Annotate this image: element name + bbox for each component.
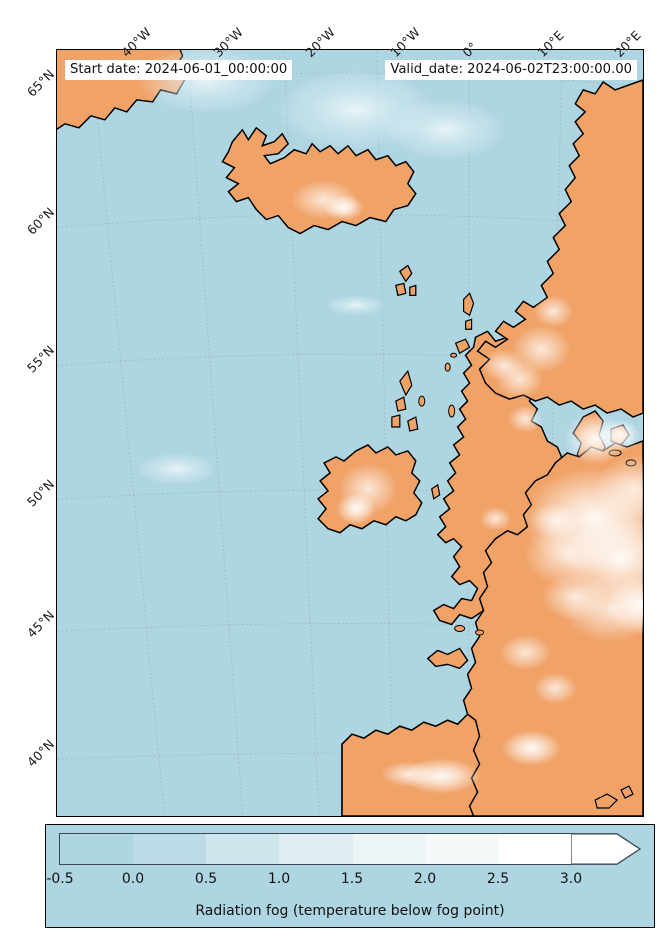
map-axes[interactable]: Start date: 2024-06-01_00:00:00 Valid_da… [56, 49, 644, 817]
lat-tick-65n: 65°N [23, 66, 58, 100]
colorbar-tick-0.5: 0.5 [194, 871, 218, 887]
colorbar-tick-0.0: 0.0 [121, 871, 145, 887]
colorbar-tick-1.0: 1.0 [267, 871, 291, 887]
land-balearics [594, 785, 634, 809]
colorbar-band-4 [352, 834, 426, 864]
colorbar-band-0 [60, 834, 134, 864]
lat-tick-55n: 55°N [23, 342, 58, 376]
colorbar-tick-3.0: 3.0 [559, 871, 583, 887]
colorbar-bands [59, 833, 572, 865]
land-hebrides [391, 369, 419, 432]
map-canvas [57, 50, 643, 816]
land-scandinavia [476, 79, 643, 418]
colorbar-panel: -0.5 0.0 0.5 1.0 1.5 2.0 2.5 3.0 Radiati… [45, 824, 655, 928]
colorbar-tick-2.0: 2.0 [413, 871, 437, 887]
colorbar-extend-arrow [571, 833, 641, 865]
lat-tick-60n: 60°N [23, 204, 58, 238]
colorbar[interactable]: -0.5 0.0 0.5 1.0 1.5 2.0 2.5 3.0 Radiati… [46, 833, 641, 919]
land-faroe [395, 264, 417, 297]
colorbar-band-6 [498, 834, 572, 864]
colorbar-band-1 [133, 834, 207, 864]
colorbar-tick--0.5: -0.5 [46, 871, 74, 887]
colorbar-band-5 [425, 834, 499, 864]
land-isle-of-man [431, 483, 441, 500]
valid-date-annotation: Valid_date: 2024-06-02T23:00:00.00 [385, 60, 637, 81]
land-brittany [426, 647, 469, 670]
land-orkney [454, 338, 471, 355]
lat-tick-50n: 50°N [23, 476, 58, 510]
land-shetland [463, 292, 475, 330]
start-date-annotation: Start date: 2024-06-01_00:00:00 [65, 60, 293, 81]
colorbar-band-2 [206, 834, 280, 864]
colorbar-title: Radiation fog (temperature below fog poi… [195, 903, 505, 919]
colorbar-tick-2.5: 2.5 [486, 871, 510, 887]
lat-tick-40n: 40°N [23, 736, 58, 770]
lat-tick-45n: 45°N [23, 607, 58, 641]
colorbar-band-3 [279, 834, 353, 864]
fog-field-overlay [136, 50, 643, 795]
colorbar-tick-1.5: 1.5 [340, 871, 364, 887]
